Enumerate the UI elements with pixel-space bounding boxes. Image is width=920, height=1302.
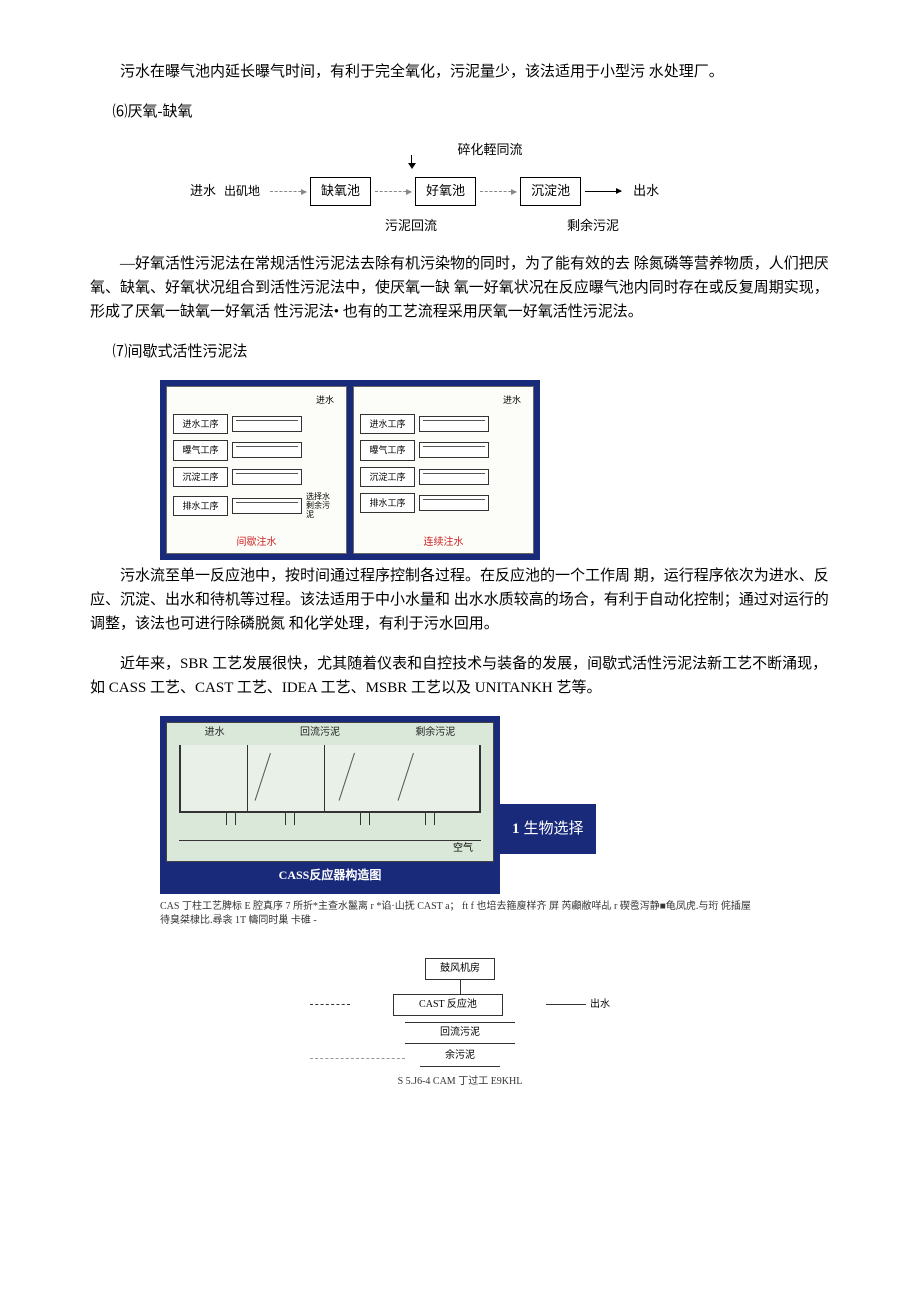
d1-box-anoxic: 缺氧池	[310, 177, 371, 206]
arrow-icon	[585, 191, 621, 192]
paragraph-2: —好氧活性污泥法在常规活性污泥法去除有机污染物的同时，为了能有效的去 除氮磷等营…	[90, 252, 830, 324]
d2-top: 进水	[360, 393, 527, 407]
d3-air: 空气	[453, 841, 473, 857]
paragraph-4: 近年来，SBR 工艺发展很快，尤其随着仪表和自控技术与装备的发展，间歇式活性污泥…	[90, 652, 830, 700]
d3-in: 进水	[205, 725, 225, 741]
heading-7: ⑺间歇式活性污泥法	[90, 340, 830, 364]
d2-step: 曝气工序	[173, 440, 228, 460]
arrow-icon	[480, 191, 516, 192]
d2-step: 进水工序	[360, 414, 415, 434]
d2-step: 排水工序	[360, 493, 415, 513]
diagram-sbr: 进水 进水工序 曝气工序 沉淀工序 排水工序 选择水 剩余污泥 间歇注水 进水 进…	[160, 380, 540, 560]
tank-icon	[419, 442, 489, 458]
d3-side-num: 1	[512, 817, 520, 841]
d3-label2: 剩余污泥	[415, 725, 455, 741]
d2-top: 进水	[173, 393, 340, 407]
line-icon	[310, 1004, 350, 1005]
d1-inflow-label: 进水	[190, 181, 216, 202]
heading-6: ⑹厌氧-缺氧	[90, 100, 830, 124]
d4-out: 出水	[590, 997, 610, 1013]
d1-recycle-label: 碎化輊同流	[250, 140, 730, 161]
d2-step: 排水工序	[173, 496, 228, 516]
d3-side-label: 1 生物选择	[500, 804, 596, 854]
tank-icon	[232, 498, 302, 514]
d1-box-sediment: 沉淀池	[520, 177, 581, 206]
diagram-cast-flow: 鼓风机房 CAST 反应池 出水 回流污泥 余污泥	[310, 958, 610, 1067]
d3-tank	[179, 745, 481, 813]
tank-icon	[419, 469, 489, 485]
paragraph-3: 污水流至单一反应池中，按时间通过程序控制各过程。在反应池的一个工作周 期，运行程…	[90, 564, 830, 636]
d2-caption-right: 连续注水	[354, 535, 533, 551]
d1-outflow-label: 出水	[633, 181, 659, 202]
tank-icon	[232, 416, 302, 432]
d1-sub-inflow: 出矶地	[224, 182, 260, 201]
d2-step: 沉淀工序	[173, 467, 228, 487]
d3-title: CASS反应器构造图	[166, 862, 494, 887]
d2-side: 选择水 剩余污泥	[306, 493, 336, 519]
paragraph-1: 污水在曝气池内延长曝气时间，有利于完全氧化，污泥量少，该法适用于小型污 水处理厂…	[90, 60, 830, 84]
line-icon	[460, 980, 461, 994]
diagram-cass-wrap: 进水 回流污泥 剩余污泥 空气 CASS反应器构造图 1 生物选择	[160, 716, 830, 893]
line-icon	[310, 1058, 405, 1059]
d1-sludge-return: 污泥回流	[385, 216, 437, 237]
caption-cass: CAS 丁柱工艺脾标 E 腔真序 7 所折*主查水鬣离 r *谄·山抚 CAST…	[160, 900, 760, 928]
tank-icon	[232, 442, 302, 458]
arrow-icon	[270, 191, 306, 192]
diagram-anoxic-flow: 碎化輊同流 进水 出矶地 缺氧池 好氧池 沉淀池 出水 污泥回流 剩余污泥	[190, 140, 730, 236]
d2-step: 曝气工序	[360, 440, 415, 460]
d4-excess-sludge: 余污泥	[420, 1046, 500, 1067]
d3-label1: 回流污泥	[300, 725, 340, 741]
d2-caption-left: 间歇注水	[167, 535, 346, 551]
caption-cast: S 5.J6-4 CAM 丁过工 E9KHL	[90, 1075, 830, 1089]
tank-icon	[232, 469, 302, 485]
d4-reactor: CAST 反应池	[393, 994, 503, 1016]
d2-step: 进水工序	[173, 414, 228, 434]
d1-top-arrow	[390, 163, 430, 177]
diagram-cass: 进水 回流污泥 剩余污泥 空气 CASS反应器构造图	[160, 716, 500, 893]
arrow-icon	[375, 191, 411, 192]
d2-panel-right: 进水 进水工序 曝气工序 沉淀工序 排水工序 连续注水	[353, 386, 534, 554]
d2-step: 沉淀工序	[360, 467, 415, 487]
d1-box-aerobic: 好氧池	[415, 177, 476, 206]
d4-blower: 鼓风机房	[425, 958, 495, 980]
tank-icon	[419, 416, 489, 432]
d2-panel-left: 进水 进水工序 曝气工序 沉淀工序 排水工序 选择水 剩余污泥 间歇注水	[166, 386, 347, 554]
d4-return-sludge: 回流污泥	[405, 1022, 515, 1044]
d3-side-text: 生物选择	[524, 817, 584, 841]
d1-excess-sludge: 剩余污泥	[567, 216, 619, 237]
line-icon	[546, 1004, 586, 1005]
tank-icon	[419, 495, 489, 511]
